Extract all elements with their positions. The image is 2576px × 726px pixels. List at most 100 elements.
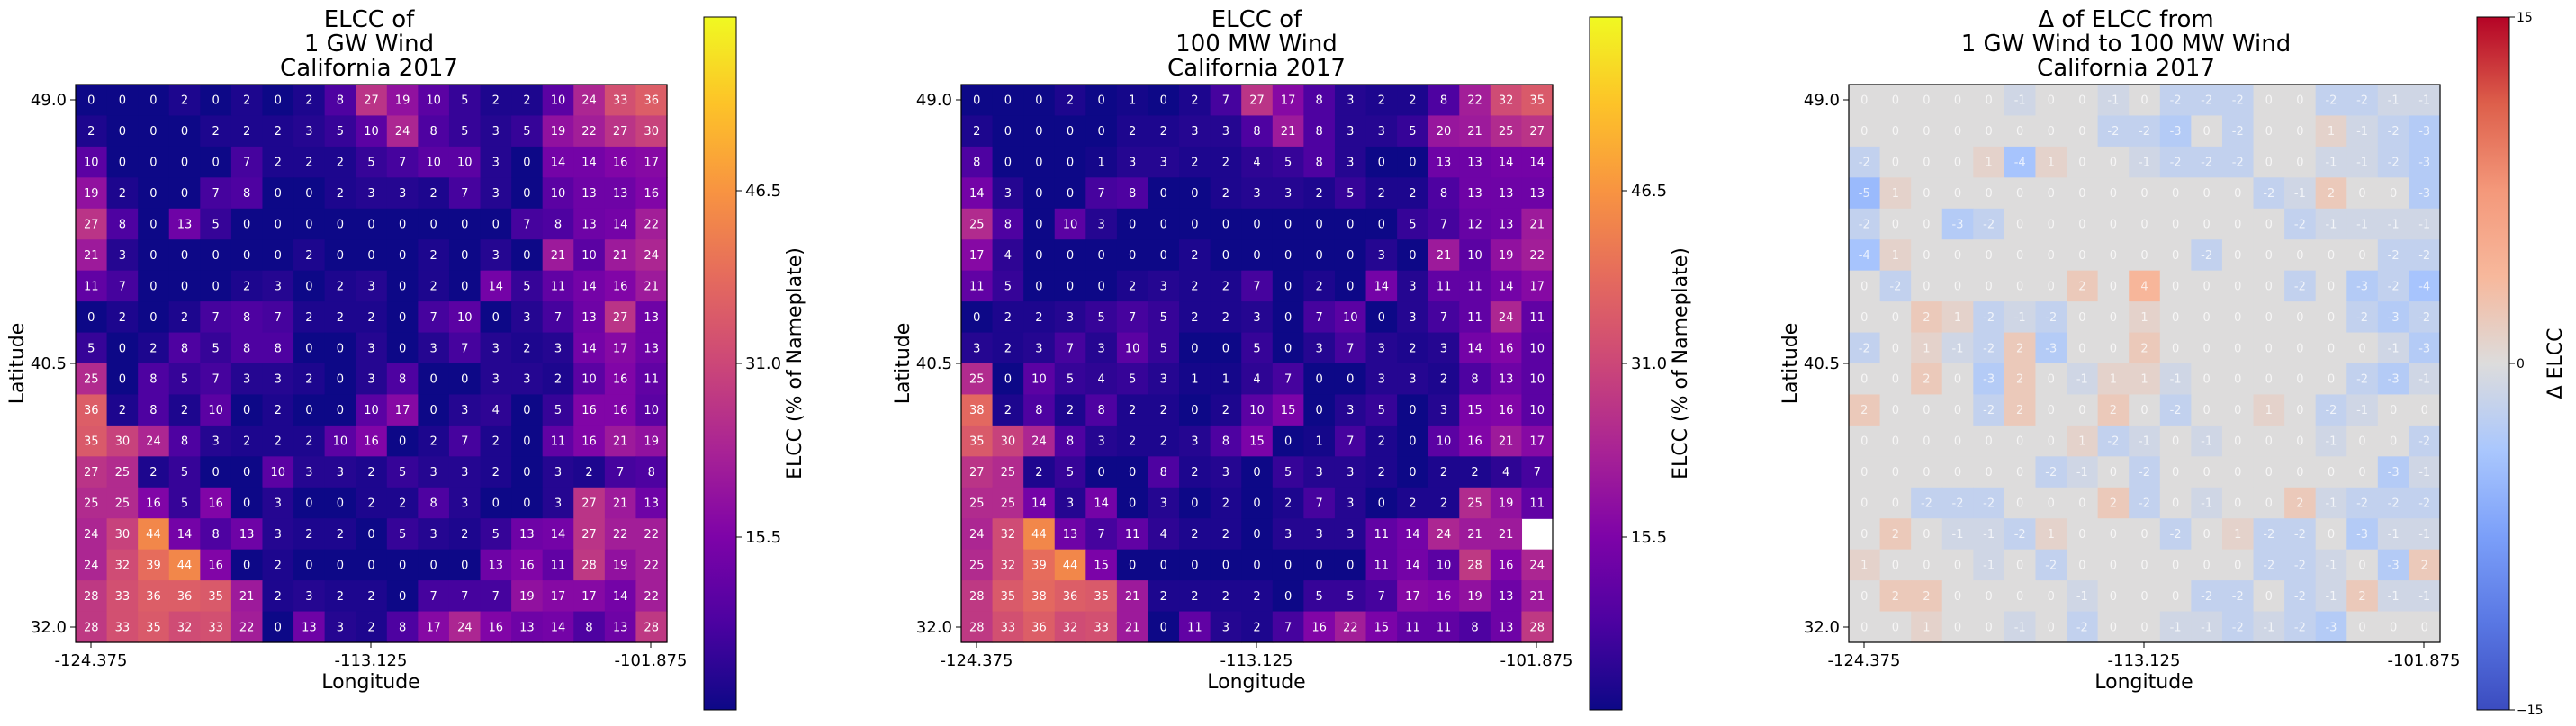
heatmap-cell-label: 0	[2328, 280, 2335, 293]
heatmap-cell	[1397, 394, 1429, 426]
heatmap-cell-label: -2	[2201, 94, 2212, 108]
heatmap-cell-label: 10	[1343, 311, 1358, 325]
heatmap-cell-label: 3	[1347, 497, 1354, 511]
heatmap-cell-label: 0	[1923, 187, 1930, 201]
heatmap-cell	[1428, 456, 1460, 488]
heatmap-cell-label: 0	[87, 94, 95, 108]
heatmap-cell-label: 12	[1467, 219, 1482, 232]
heatmap-cell-label: 2	[305, 157, 312, 170]
heatmap-cell	[1459, 301, 1491, 334]
heatmap-cell	[1179, 332, 1211, 364]
heatmap-cell	[1085, 270, 1118, 302]
heatmap-cell-label: 2	[1004, 311, 1012, 325]
heatmap-cell-label: 22	[1467, 94, 1482, 108]
heatmap-cell-label: -2	[1921, 497, 1932, 511]
heatmap-cell	[2191, 611, 2223, 643]
heatmap-cell	[2067, 394, 2099, 426]
heatmap-cell	[230, 301, 264, 334]
heatmap-cell-label: 3	[1347, 157, 1354, 170]
heatmap-cell	[511, 208, 544, 240]
heatmap-cell-label: 0	[2234, 466, 2241, 480]
heatmap-cell	[76, 146, 108, 178]
heatmap-cell	[1179, 239, 1211, 272]
heatmap-cell-label: 0	[1860, 466, 1868, 480]
heatmap-cell	[2129, 549, 2161, 581]
heatmap-cell-label: 0	[2296, 404, 2303, 417]
heatmap-cell	[480, 177, 512, 210]
heatmap-cell-label: 0	[1191, 342, 1198, 355]
heatmap-cell	[480, 487, 512, 519]
heatmap-cell	[1879, 363, 1912, 396]
heatmap-cell	[1941, 487, 1974, 519]
heatmap-cell-label: 0	[2110, 590, 2117, 604]
heatmap-cell-label: 21	[1467, 528, 1482, 542]
heatmap-cell	[2284, 270, 2317, 302]
heatmap-cell	[1303, 208, 1336, 240]
heatmap-cell-label: 1	[2048, 528, 2055, 542]
heatmap-cell-label: -1	[2014, 621, 2026, 634]
heatmap-cell-label: 3	[1378, 373, 1385, 387]
heatmap-cell-label: 0	[1378, 219, 1385, 232]
heatmap-cell-label: 7	[1316, 311, 1323, 325]
heatmap-cell	[2159, 85, 2192, 117]
heatmap-cell-label: 5	[1378, 404, 1385, 417]
heatmap-cell-label: 28	[1529, 621, 1545, 634]
heatmap-cell	[2346, 208, 2379, 240]
heatmap-cell	[138, 363, 170, 396]
heatmap-cell-label: 19	[1467, 590, 1482, 604]
heatmap-cell	[106, 239, 139, 272]
heatmap-cell	[293, 301, 326, 334]
heatmap-cell	[2221, 611, 2255, 643]
heatmap-cell	[1334, 177, 1367, 210]
heatmap-cell	[106, 425, 139, 457]
heatmap-cell-label: 0	[1985, 280, 1992, 293]
heatmap-cell-label: 8	[399, 621, 406, 634]
heatmap-cell-label: 7	[212, 311, 219, 325]
heatmap-cell-label: 0	[2234, 497, 2241, 511]
heatmap-cell	[961, 301, 994, 334]
heatmap-cell	[324, 208, 356, 240]
heatmap-cell-label: 14	[1467, 342, 1482, 355]
heatmap-cell-label: 0	[1097, 466, 1104, 480]
heatmap-cell-label: 2	[1409, 342, 1416, 355]
heatmap-cell-label: 35	[1001, 590, 1016, 604]
heatmap-cell-label: 0	[1253, 559, 1260, 572]
heatmap-cell-label: 0	[1035, 280, 1042, 293]
heatmap-cell-label: 7	[430, 311, 437, 325]
heatmap-cell-label: 0	[2172, 249, 2179, 263]
heatmap-cell-label: 3	[492, 187, 500, 201]
heatmap-cell	[76, 85, 108, 117]
heatmap-cell	[1116, 146, 1149, 178]
heatmap-cell-label: -2	[2325, 94, 2337, 108]
heatmap-cell-label: 2	[1440, 466, 1447, 480]
heatmap-cell-label: 0	[2078, 249, 2085, 263]
heatmap-cell-label: 2	[1035, 466, 1042, 480]
panel-2-x-axis-label: Longitude	[1207, 671, 1305, 694]
heatmap-cell-label: 3	[492, 373, 500, 387]
heatmap-cell	[2221, 85, 2255, 117]
heatmap-cell-label: 10	[1125, 342, 1140, 355]
heatmap-cell-label: 0	[461, 559, 468, 572]
heatmap-cell-label: 0	[275, 219, 282, 232]
panel-1-y-tick-label: 32.0	[31, 618, 67, 637]
heatmap-cell-label: 2	[1004, 342, 1012, 355]
heatmap-cell-label: 3	[1440, 342, 1447, 355]
heatmap-cell	[1365, 487, 1398, 519]
heatmap-cell	[511, 270, 544, 302]
heatmap-cell-label: -2	[2045, 466, 2057, 480]
heatmap-cell-label: 0	[275, 94, 282, 108]
heatmap-cell-label: 5	[1347, 187, 1354, 201]
heatmap-cell	[542, 363, 574, 396]
heatmap-cell-label: 15	[1374, 621, 1390, 634]
heatmap-cell	[480, 146, 512, 178]
heatmap-cell-label: 7	[212, 187, 219, 201]
heatmap-cell	[2377, 425, 2410, 457]
heatmap-cell-label: 13	[1063, 528, 1078, 542]
heatmap-cell	[1085, 332, 1118, 364]
heatmap-cell-label: 16	[1499, 342, 1514, 355]
heatmap-cell-label: 0	[2140, 94, 2148, 108]
heatmap-cell	[1334, 518, 1367, 551]
heatmap-cell	[1911, 146, 1943, 178]
heatmap-cell-label: 0	[2234, 373, 2241, 387]
heatmap-cell-label: 4	[1160, 528, 1167, 542]
